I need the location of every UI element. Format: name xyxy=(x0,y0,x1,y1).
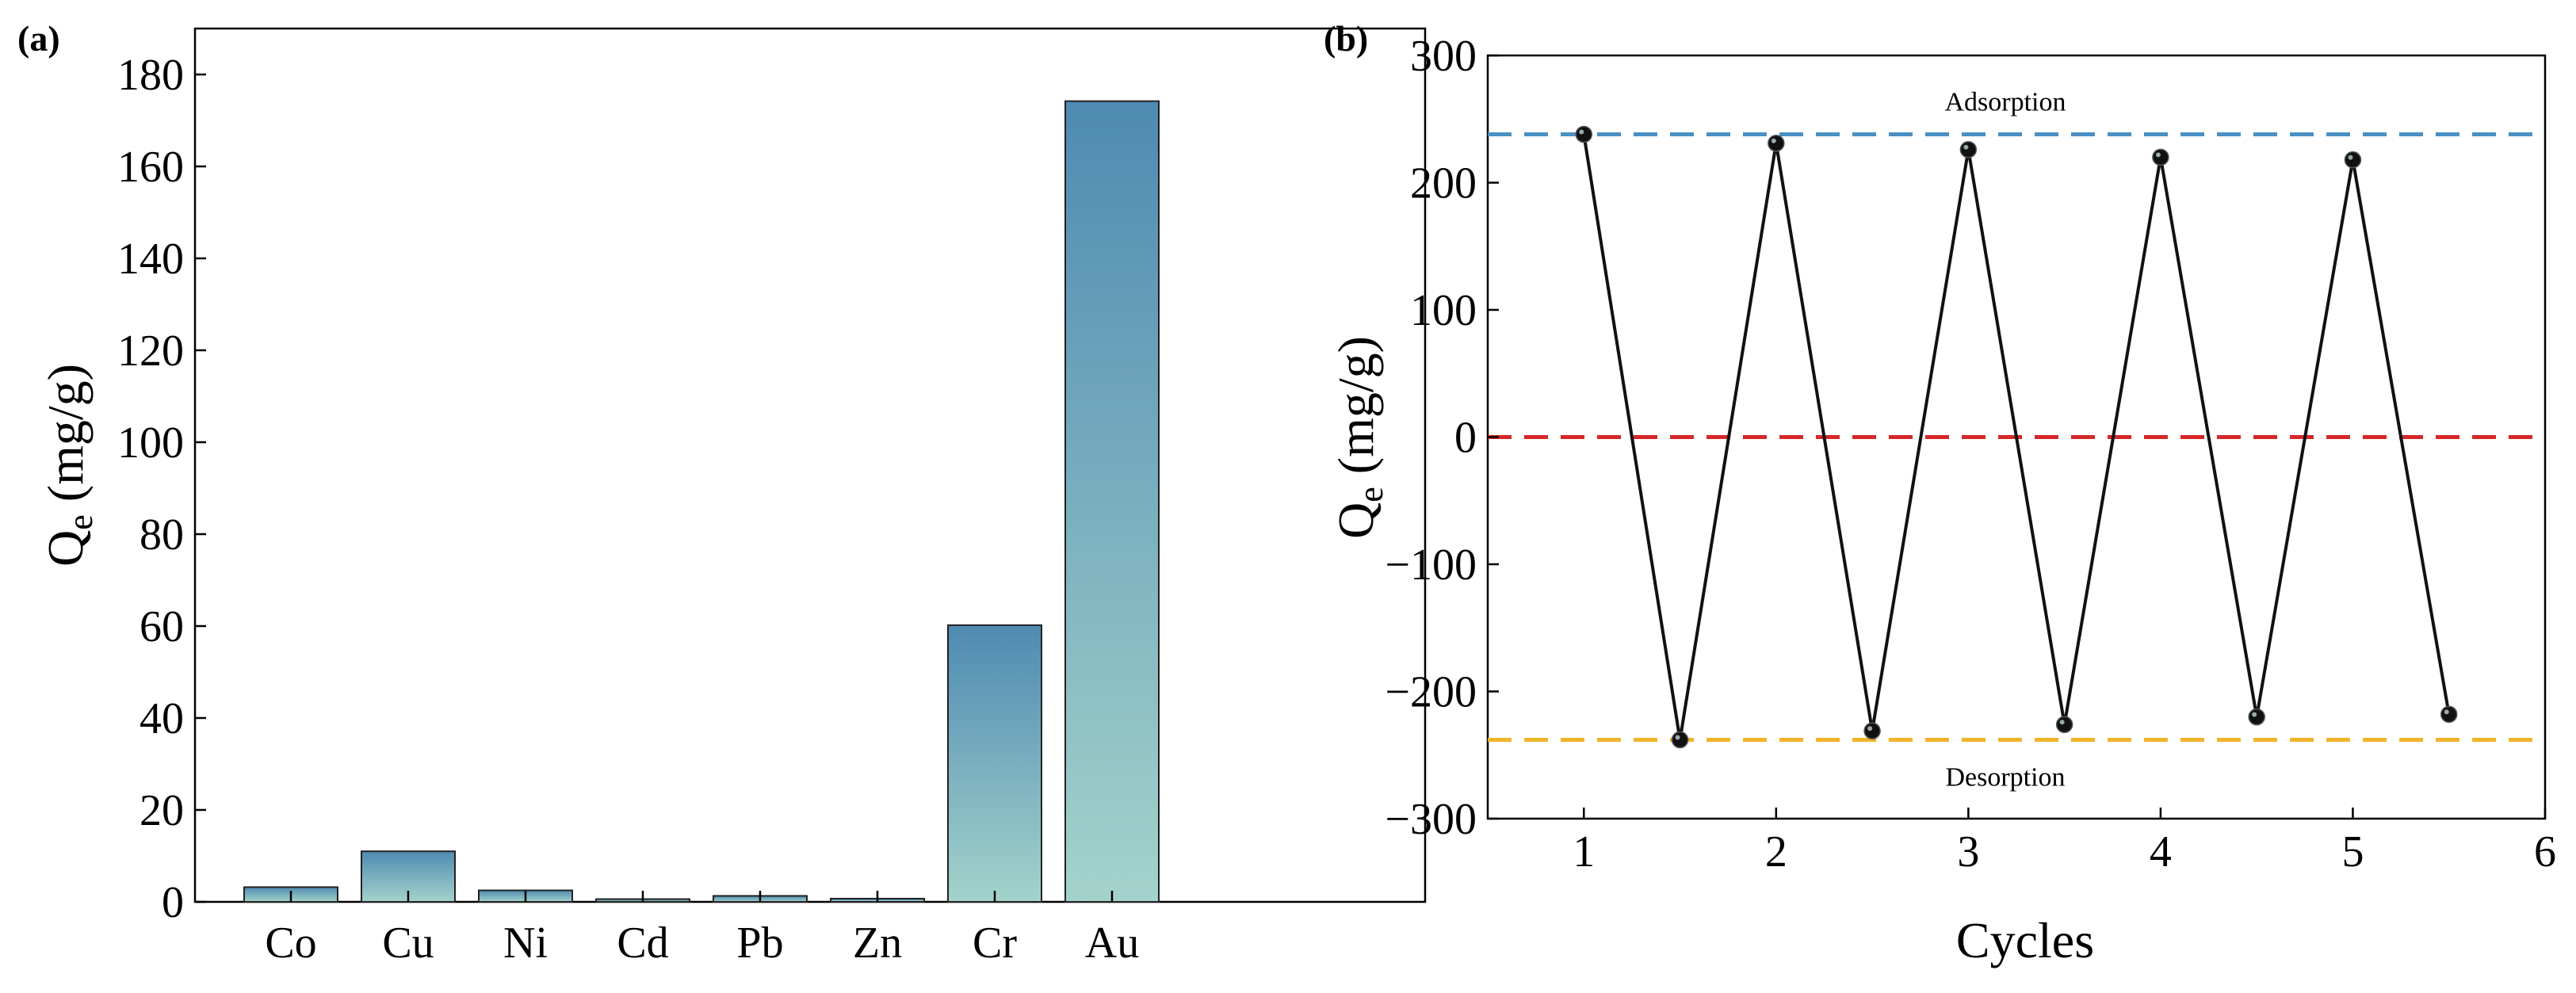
y-tick-label: 80 xyxy=(140,510,184,560)
x-tick-label: Pb xyxy=(736,919,783,968)
y-tick-label: 140 xyxy=(117,235,184,284)
data-point xyxy=(1575,125,1593,143)
point-highlight xyxy=(1963,144,1969,150)
y-tick-label: 160 xyxy=(117,143,184,192)
data-point xyxy=(1768,134,1785,152)
desorption-label: Desorption xyxy=(1945,762,2065,792)
x-tick-label: 2 xyxy=(1765,827,1787,877)
bar-series xyxy=(243,100,1160,903)
bar-chart-panel: (a) 0 20 40 60 80 100 120 140 160 180 Co Cu Ni Cd Pb Z… xyxy=(17,18,1427,968)
y-axis-title-b: Qe (mg/g) xyxy=(1328,336,1390,539)
x-tick-label: 1 xyxy=(1573,827,1595,877)
x-axis-title-b: Cycles xyxy=(1956,912,2094,968)
data-point xyxy=(2440,705,2458,724)
y-tick-label: 0 xyxy=(1454,414,1477,463)
line-chart-panel: (b) Adsorption Desorption 300 200 100 0 −100 −… xyxy=(1324,18,2556,968)
y-tick-label: −200 xyxy=(1385,668,1477,717)
cycle-series xyxy=(1575,125,2458,749)
data-point xyxy=(1671,731,1689,749)
point-highlight xyxy=(1579,129,1584,135)
bar-au xyxy=(1064,100,1160,903)
data-point xyxy=(2344,151,2362,169)
y-tick-label: 120 xyxy=(117,327,184,376)
bar-cr xyxy=(947,624,1042,903)
x-tick-label: Zn xyxy=(853,919,902,968)
y-tick-label: 40 xyxy=(140,694,184,743)
point-highlight xyxy=(2252,712,2257,717)
x-tick-label: 5 xyxy=(2341,827,2364,877)
point-highlight xyxy=(2155,152,2161,158)
y-tick-label: −100 xyxy=(1385,540,1477,590)
y-axis-title-a: Qe (mg/g) xyxy=(37,364,100,567)
reference-lines: Adsorption Desorption xyxy=(1488,88,2545,792)
panel-b-label: (b) xyxy=(1324,18,1368,59)
point-highlight xyxy=(2059,720,2065,725)
data-point xyxy=(1959,141,1978,158)
y-tick-label: 200 xyxy=(1410,159,1477,208)
point-highlight xyxy=(1771,138,1776,143)
y-tick-label: 60 xyxy=(140,602,184,651)
series-line xyxy=(1582,134,2451,740)
x-tick-label: 4 xyxy=(2150,827,2172,877)
y-tick-label: 0 xyxy=(162,878,184,927)
x-tick-label: 3 xyxy=(1957,827,1979,877)
x-tick-label: 6 xyxy=(2534,827,2556,877)
y-tick-label: 100 xyxy=(117,418,184,468)
x-tick-label: Co xyxy=(265,919,316,968)
x-tick-label: Cr xyxy=(973,919,1017,968)
data-point xyxy=(2248,708,2265,726)
point-highlight xyxy=(1867,726,1873,731)
y-tick-label: −300 xyxy=(1385,795,1477,844)
y-axis-ticks-a: 0 20 40 60 80 100 120 140 160 180 xyxy=(117,51,206,927)
point-highlight xyxy=(2348,155,2353,160)
y-tick-label: 20 xyxy=(140,786,184,835)
point-highlight xyxy=(1675,735,1680,740)
x-tick-label: Cd xyxy=(617,919,668,968)
x-axis-ticks-b: 1 2 3 4 5 6 xyxy=(1573,808,2556,877)
panel-a-label: (a) xyxy=(17,18,60,59)
point-highlight xyxy=(2444,709,2449,715)
y-tick-label: 180 xyxy=(117,51,184,100)
x-axis-ticks-a: Co Cu Ni Cd Pb Zn Cr Au xyxy=(265,891,1139,968)
data-point xyxy=(2152,148,2169,166)
x-tick-label: Cu xyxy=(382,919,434,968)
y-tick-label: 300 xyxy=(1410,32,1477,81)
y-axis-ticks-b: 300 200 100 0 −100 −200 −300 xyxy=(1385,32,1499,844)
adsorption-label: Adsorption xyxy=(1945,88,2066,117)
x-tick-label: Ni xyxy=(503,919,548,968)
x-tick-label: Au xyxy=(1085,919,1139,968)
plot-frame-a xyxy=(193,27,1427,903)
data-point xyxy=(1863,722,1881,740)
data-point xyxy=(2055,716,2073,733)
y-tick-label: 100 xyxy=(1410,286,1477,335)
